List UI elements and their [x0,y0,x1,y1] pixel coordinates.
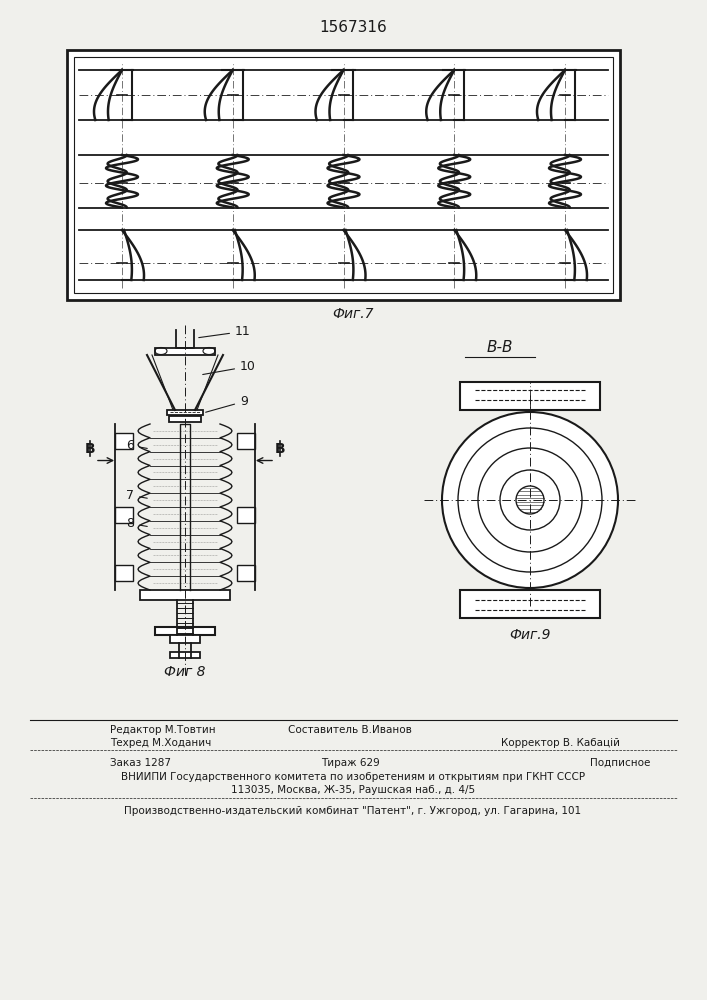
Text: Тираж 629: Тираж 629 [321,758,380,768]
Text: 6: 6 [126,439,147,452]
Circle shape [516,486,544,514]
Text: Техред М.Ходанич: Техред М.Ходанич [110,738,211,748]
Text: Составитель В.Иванов: Составитель В.Иванов [288,725,412,735]
Bar [115,507,133,523]
Bar [170,652,200,658]
Bar [170,635,200,643]
Bar [155,348,215,355]
Text: Фиг.7: Фиг.7 [332,307,374,321]
Text: Корректор В. Кабацій: Корректор В. Кабацій [501,738,620,748]
Text: 10: 10 [203,360,256,375]
Bar [74,57,613,293]
Bar [115,565,133,581]
Text: 7: 7 [126,489,147,502]
Text: В: В [85,442,95,456]
Bar [140,590,230,600]
Bar [169,416,201,422]
Text: 9: 9 [206,395,248,412]
Circle shape [478,448,582,552]
Bar [155,627,215,635]
Text: Производственно-издательский комбинат "Патент", г. Ужгород, ул. Гагарина, 101: Производственно-издательский комбинат "П… [124,806,582,816]
Circle shape [442,412,618,588]
Text: 1567316: 1567316 [319,20,387,35]
Bar [460,590,600,618]
Text: Подписное: Подписное [590,758,650,768]
Text: ВНИИПИ Государственного комитета по изобретениям и открытиям при ГКНТ СССР: ВНИИПИ Государственного комитета по изоб… [121,772,585,782]
Bar [167,410,203,415]
Bar [237,507,255,523]
Text: 8: 8 [126,517,147,530]
Bar [460,382,600,410]
Text: 113035, Москва, Ж-35, Раушская наб., д. 4/5: 113035, Москва, Ж-35, Раушская наб., д. … [231,785,475,795]
Text: В: В [275,442,286,456]
Text: 11: 11 [199,325,251,338]
Text: Фиг.9: Фиг.9 [509,628,551,642]
Bar [237,565,255,581]
Bar [67,50,620,300]
Bar [115,433,133,449]
Text: Заказ 1287: Заказ 1287 [110,758,171,768]
Text: Редактор М.Товтин: Редактор М.Товтин [110,725,216,735]
Text: В-В: В-В [486,340,513,355]
Text: Фиг 8: Фиг 8 [164,665,206,679]
Bar [237,433,255,449]
